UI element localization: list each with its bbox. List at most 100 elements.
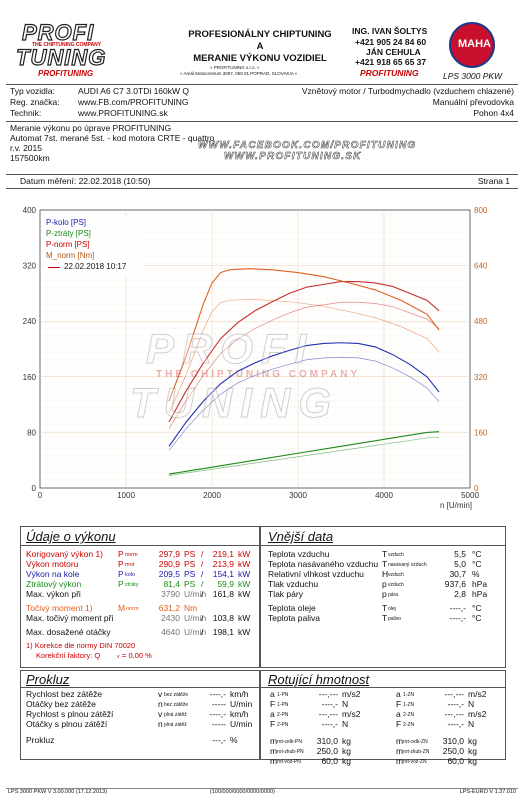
prokluz-label: Otáčky s plnou zátěží [26,719,108,729]
notes-line-4: 157500km [10,153,50,163]
vehicle-info-box [6,84,518,120]
y-right-tick-label: 320 [474,373,488,382]
rot-symbol: m [270,736,278,746]
header: PROFI THE CHIPTUNING COMPANY TUNING PROF… [0,0,524,108]
max-vykon-rpm: 3790 [161,589,180,599]
rotujici-section [260,670,506,760]
vnejsi-unit: °C [472,559,482,569]
plot-frame [39,209,471,489]
prokluz-unit: U/min [230,719,253,729]
vnejsi-label: Tlak páry [268,589,303,599]
rot-unit: m/s2 [468,709,487,719]
rot-symbol-sub: 1-PN [277,692,289,698]
series-line-1 [168,342,440,447]
prokluz-title-rule [20,687,506,688]
x-axis-label: n [U/min] [440,501,472,510]
legend-date-swatch [48,267,60,268]
vnejsi-unit: % [472,569,480,579]
vnejsi-unit: °C [472,613,482,623]
rot-symbol-sub: 1-ZN [403,692,415,698]
vykon-label: Ztrátový výkon [26,579,82,589]
max-rpm-slash: / [201,627,204,637]
facebook-link[interactable]: WWW.FACEBOOK.COM/PROFITUNING [198,140,417,151]
vnejsi-symbol-sub: palivo [388,616,402,622]
x-tick-label: 3000 [289,491,307,500]
legend-date: 22.02.2018 10:17 [64,262,127,271]
logo-subtext: PROFITUNING [38,69,94,78]
vnejsi-value: 5,0 [454,559,466,569]
rot-symbol: F [396,719,402,729]
prokluz-symbol-sub: bez zátěže [164,692,189,698]
vnejsi-label: Relativní vlhkost vzduchu [268,569,364,579]
series-line-2 [168,431,440,475]
vykon-symbol: P [118,579,124,589]
rot-symbol-sub: rot-voz-PN [277,759,301,765]
vnejsi-section [260,526,506,668]
prokluz-symbol: n [158,719,163,729]
prokluz-title: Prokluz [26,672,70,687]
contact-brand: PROFITUNING [360,68,419,78]
website-link[interactable]: WWW.PROFITUNING.SK [224,151,362,162]
prokluz-unit: km/h [230,689,249,699]
header-title-1: PROFESIONÁLNY CHIPTUNING [188,29,332,40]
vykon-slash: / [201,549,204,559]
series-line-3 [168,268,440,402]
vnejsi-label: Tlak vzduchu [268,579,319,589]
tech-value: www.PROFITUNING.sk [78,108,168,118]
watermark-tagline: THE CHIPTUNING COMPANY [156,369,361,380]
vnejsi-symbol-sub: vzduch [388,552,404,558]
max-rpm-val: 4640 [161,627,180,637]
series-ref-line-2 [168,436,440,476]
torque-symbol-sub: norm [126,606,139,612]
engine-type: Vznětový motor / Turbodmychadlo (vzduche… [301,86,514,96]
vykon-value-kw: 213,9 [212,559,234,569]
rot-symbol: m [396,756,404,766]
rot-value: 60,0 [321,756,338,766]
max-torque-unit: U/min [184,613,207,623]
x-tick-label: 5000 [461,491,479,500]
rot-value: ----,- [447,699,464,709]
vnejsi-value: 937,6 [444,579,466,589]
rot-symbol: m [270,756,278,766]
prokluz-value: ----- [211,719,226,729]
footer-right: LPS-EURO V 1.37.010 [459,789,516,795]
vnejsi-unit: °C [472,603,482,613]
prokluz-symbol: n [158,699,163,709]
vnejsi-symbol: T [382,559,388,569]
y-right-tick-label: 800 [474,206,488,215]
x-tick-label: 1000 [117,491,135,500]
vykon-symbol-sub: ztráty [125,582,139,588]
page-number: Strana 1 [477,176,510,186]
vykon-label: Výkon motoru [26,559,79,569]
rot-symbol-sub: 2-PN [277,712,289,718]
rot-unit: kg [468,736,477,746]
max-rpm-kw: 198,1 [212,627,234,637]
notes-line-1: Meranie výkonu po úprave PROFITUNING [10,123,172,133]
rot-symbol: a [396,709,401,719]
reg-value: www.FB.com/PROFITUNING [78,97,189,107]
logo-tagline: THE CHIPTUNING COMPANY [32,42,102,48]
rot-value: ---,--- [318,709,338,719]
legend-m-norm: M_norm [Nm] [46,251,95,260]
vykon-value-kw: 154,1 [212,569,234,579]
prokluz-section [20,670,260,760]
vnejsi-symbol: p [382,579,387,589]
rot-value: ----,- [321,699,338,709]
max-torque-label: Max. točivý moment při [26,613,114,623]
vykon-unit-kw: kW [238,549,251,559]
vnejsi-symbol: T [382,603,388,613]
vykon-unit-kw: kW [238,579,251,589]
vykon-unit-ps: PS [184,549,196,559]
torque-label: Točivý moment 1) [26,603,93,613]
rot-symbol: m [396,746,404,756]
rot-value: ---,--- [318,689,338,699]
korekce-faktor: Korekční faktory: Q [36,651,101,660]
rot-unit: kg [342,746,351,756]
rot-value: 60,0 [447,756,464,766]
rot-symbol: m [396,736,404,746]
y-right-tick-label: 0 [474,484,479,493]
rot-unit: N [468,719,475,729]
y-left-tick-label: 320 [23,262,37,271]
vnejsi-label: Teplota vzduchu [268,549,330,559]
vykon-unit-ps: PS [184,559,196,569]
